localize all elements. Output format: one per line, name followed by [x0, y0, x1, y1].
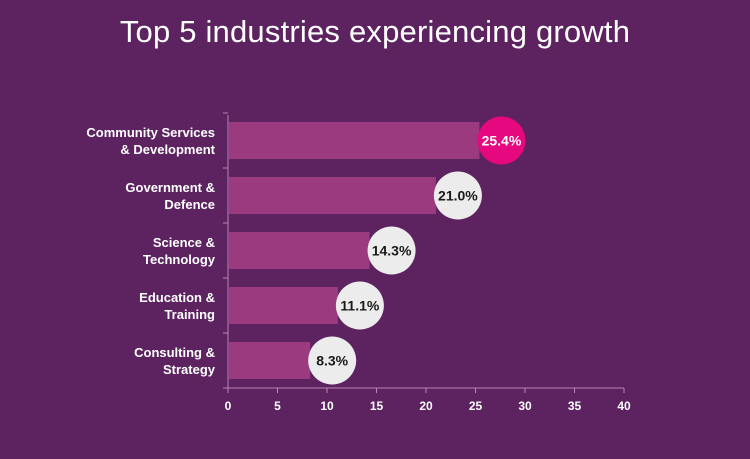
x-tick-label: 40	[617, 399, 631, 413]
bar	[229, 287, 338, 324]
x-tick-label: 25	[469, 399, 483, 413]
category-label: Technology	[143, 252, 216, 267]
category-label: Community Services	[86, 125, 215, 140]
value-label: 21.0%	[438, 188, 478, 204]
x-tick-label: 10	[320, 399, 334, 413]
bar	[229, 232, 370, 269]
category-label: Training	[164, 307, 215, 322]
x-tick-label: 30	[518, 399, 532, 413]
value-label: 14.3%	[372, 243, 412, 259]
category-label: Science &	[153, 235, 215, 250]
category-label: Education &	[139, 290, 215, 305]
bar	[229, 122, 480, 159]
value-circle	[433, 171, 482, 220]
category-label: Defence	[164, 197, 215, 212]
x-tick-label: 0	[225, 399, 232, 413]
value-label: 25.4%	[482, 133, 522, 149]
value-label: 8.3%	[316, 353, 348, 369]
x-tick-label: 35	[568, 399, 582, 413]
category-label: Government &	[125, 180, 215, 195]
value-circle	[367, 226, 416, 275]
x-tick-label: 5	[274, 399, 281, 413]
value-circle	[335, 281, 384, 330]
bar	[229, 177, 436, 214]
category-label: Consulting &	[134, 345, 215, 360]
category-label: Strategy	[163, 362, 216, 377]
x-tick-label: 20	[419, 399, 433, 413]
chart-title: Top 5 industries experiencing growth	[119, 14, 631, 49]
bar	[229, 342, 311, 379]
category-label: & Development	[120, 142, 215, 157]
value-circle	[477, 116, 526, 165]
value-circle	[308, 336, 357, 385]
x-tick-label: 15	[370, 399, 384, 413]
value-label: 11.1%	[340, 298, 379, 314]
